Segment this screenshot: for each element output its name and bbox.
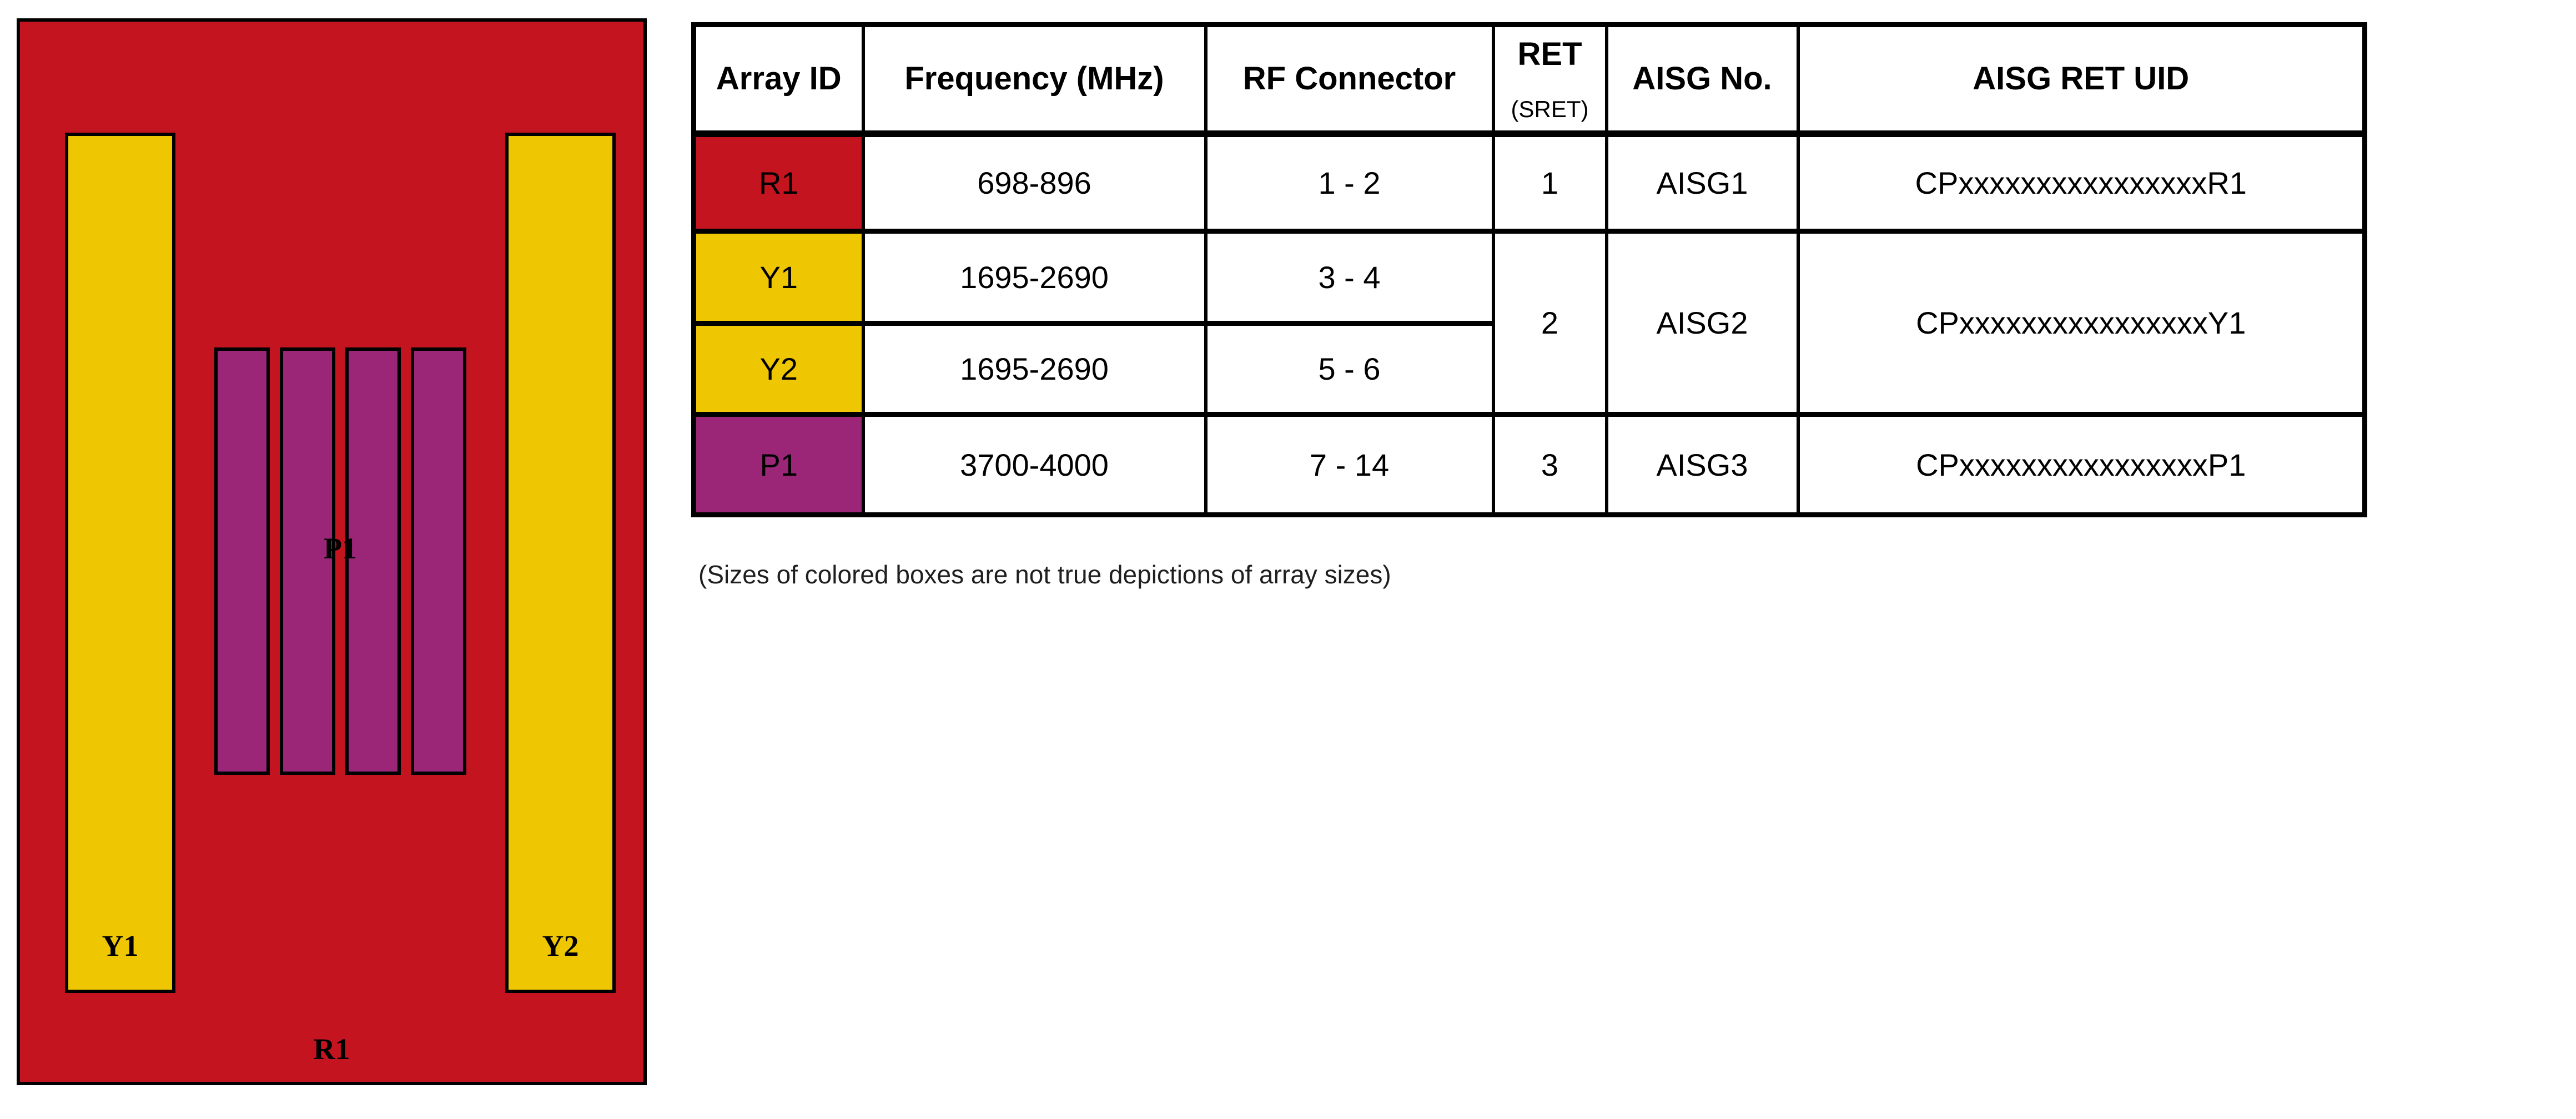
cell-r1-aisg-no: AISG1 — [1604, 131, 1800, 234]
y2-array-label: Y2 — [542, 929, 579, 962]
cell-y1-array-id: Y1 — [692, 229, 865, 326]
col-header-aisg-no: AISG No. — [1604, 22, 1800, 137]
cell-y-aisg-no: AISG2 — [1604, 229, 1800, 417]
cell-y-uid: CPxxxxxxxxxxxxxxxxY1 — [1796, 229, 2367, 417]
y1-array-label: Y1 — [102, 929, 139, 962]
cell-y2-frequency: 1695-2690 — [861, 321, 1208, 417]
y2-array-bar: Y2 — [505, 133, 616, 993]
cell-y-ret: 2 — [1491, 229, 1608, 417]
cell-p1-aisg-no: AISG3 — [1604, 412, 1800, 517]
cell-r1-frequency: 698-896 — [861, 131, 1208, 234]
table-row-r1: R1 698-896 1 - 2 1 AISG1 CPxxxxxxxxxxxxx… — [692, 131, 2367, 234]
cell-p1-uid: CPxxxxxxxxxxxxxxxxP1 — [1796, 412, 2367, 517]
cell-r1-rf-connector: 1 - 2 — [1204, 131, 1495, 234]
y1-array-bar: Y1 — [65, 133, 175, 993]
table-row-y1: Y1 1695-2690 3 - 4 2 AISG2 CPxxxxxxxxxxx… — [692, 229, 2367, 417]
port-mapping-table: Array ID Frequency (MHz) RF Connector RE… — [691, 22, 2367, 517]
p1-array-bar-4 — [411, 347, 466, 775]
p1-array-bar-1 — [214, 347, 270, 775]
r1-array-label: R1 — [313, 1032, 350, 1066]
table-row-p1: P1 3700-4000 7 - 14 3 AISG3 CPxxxxxxxxxx… — [692, 412, 2367, 517]
table-header-row: Array ID Frequency (MHz) RF Connector RE… — [692, 22, 2367, 137]
cell-y1-frequency: 1695-2690 — [861, 229, 1208, 326]
size-disclaimer-note: (Sizes of colored boxes are not true dep… — [698, 560, 1391, 589]
col-header-aisg-ret-uid: AISG RET UID — [1796, 22, 2367, 137]
antenna-array-diagram: Y1 Y2 P1 R1 — [17, 18, 647, 1085]
cell-p1-array-id: P1 — [692, 412, 865, 517]
cell-y2-array-id: Y2 — [692, 321, 865, 417]
col-header-ret: RET (SRET) — [1491, 22, 1608, 137]
p1-array-group: P1 — [214, 347, 466, 775]
cell-r1-uid: CPxxxxxxxxxxxxxxxxR1 — [1796, 131, 2367, 234]
col-header-ret-main: RET — [1517, 36, 1582, 73]
table-row-y2: Y2 1695-2690 5 - 6 — [692, 321, 2365, 417]
cell-y1-rf-connector: 3 - 4 — [1204, 229, 1495, 326]
col-header-array-id: Array ID — [692, 22, 865, 137]
cell-r1-array-id: R1 — [692, 131, 865, 234]
cell-p1-frequency: 3700-4000 — [861, 412, 1208, 517]
col-header-frequency: Frequency (MHz) — [861, 22, 1208, 137]
p1-array-bar-3 — [345, 347, 401, 775]
col-header-ret-sub: (SRET) — [1511, 96, 1589, 123]
p1-array-label: P1 — [324, 532, 357, 565]
cell-p1-rf-connector: 7 - 14 — [1204, 412, 1495, 517]
cell-r1-ret: 1 — [1491, 131, 1608, 234]
p1-array-bar-2 — [280, 347, 335, 775]
cell-p1-ret: 3 — [1491, 412, 1608, 517]
cell-y2-rf-connector: 5 - 6 — [1204, 321, 1495, 417]
col-header-rf-connector: RF Connector — [1204, 22, 1495, 137]
